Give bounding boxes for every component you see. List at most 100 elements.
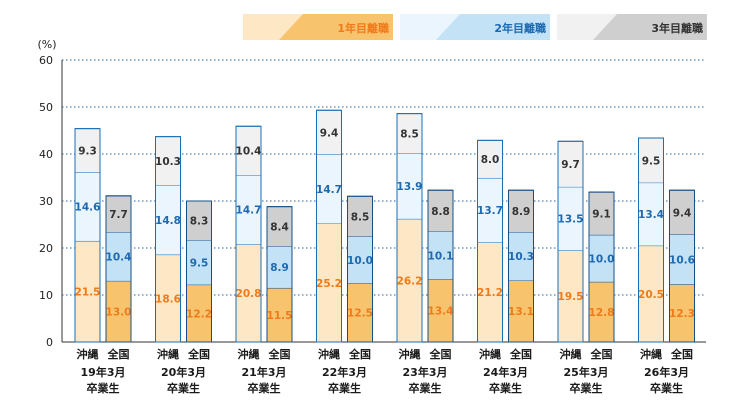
y-tick-label: 0 bbox=[46, 336, 53, 349]
group-label: 卒業生 bbox=[409, 381, 442, 395]
data-label: 8.8 bbox=[431, 206, 450, 218]
y-tick-label: 50 bbox=[39, 101, 53, 114]
bar-label: 全国 bbox=[670, 347, 693, 361]
data-label: 26.2 bbox=[397, 275, 423, 287]
data-label: 8.9 bbox=[270, 262, 289, 274]
data-label: 13.5 bbox=[558, 214, 584, 226]
legend-swatch-dark bbox=[593, 14, 707, 40]
data-label: 12.2 bbox=[186, 308, 212, 320]
group-label: 卒業生 bbox=[328, 381, 361, 395]
y-tick-label: 30 bbox=[39, 195, 53, 208]
bar-segment bbox=[669, 234, 695, 285]
bar-segment bbox=[316, 110, 342, 155]
data-label: 13.9 bbox=[397, 181, 423, 193]
data-label: 10.3 bbox=[155, 156, 181, 168]
bar-segment bbox=[397, 218, 422, 342]
data-label: 14.8 bbox=[155, 215, 181, 227]
legend-swatch-dark bbox=[436, 14, 550, 40]
bar-segment bbox=[186, 284, 212, 342]
legend-label: 2年目離職 bbox=[494, 21, 546, 35]
data-label: 14.7 bbox=[236, 205, 262, 217]
group-label: 卒業生 bbox=[248, 381, 281, 395]
bar-segment bbox=[75, 240, 100, 342]
data-label: 8.9 bbox=[512, 206, 531, 218]
bar-segment bbox=[638, 138, 664, 183]
data-label: 13.4 bbox=[428, 306, 454, 318]
bar-outline bbox=[508, 189, 534, 343]
group-label: 25年3月 bbox=[564, 365, 609, 379]
data-label: 9.3 bbox=[78, 145, 97, 157]
data-label: 12.5 bbox=[347, 308, 373, 320]
data-label: 10.6 bbox=[669, 254, 695, 266]
bar-outline bbox=[669, 189, 695, 343]
data-label: 8.0 bbox=[481, 154, 500, 166]
bar-label: 全国 bbox=[509, 347, 532, 361]
group-label: 21年3月 bbox=[242, 365, 287, 379]
data-label: 9.4 bbox=[673, 207, 692, 219]
group-label: 24年3月 bbox=[483, 365, 528, 379]
bar-label: 全国 bbox=[429, 347, 452, 361]
data-label: 10.0 bbox=[347, 255, 373, 267]
bar-outline bbox=[557, 140, 584, 343]
bar-outline bbox=[477, 139, 503, 343]
bar-segment bbox=[236, 244, 261, 342]
data-label: 21.5 bbox=[75, 286, 101, 298]
group-label: 20年3月 bbox=[161, 365, 206, 379]
bar-segment bbox=[558, 186, 583, 251]
data-label: 14.7 bbox=[316, 184, 342, 196]
data-label: 9.7 bbox=[561, 159, 580, 171]
data-label: 11.5 bbox=[267, 310, 293, 322]
data-label: 25.2 bbox=[316, 278, 342, 290]
bar-segment bbox=[236, 126, 261, 176]
y-tick-label: 10 bbox=[39, 289, 53, 302]
bar-outline bbox=[266, 206, 293, 343]
bar-segment bbox=[477, 177, 503, 243]
bar-segment bbox=[508, 190, 534, 233]
bar-segment bbox=[106, 195, 131, 233]
bar-outline bbox=[316, 109, 342, 343]
data-label: 12.3 bbox=[669, 308, 695, 320]
bar-segment bbox=[508, 280, 534, 342]
bar-label: 全国 bbox=[107, 347, 130, 361]
bar-label: 全国 bbox=[590, 347, 613, 361]
bar-segment bbox=[316, 223, 342, 342]
bar-segment bbox=[316, 154, 342, 224]
bar-segment bbox=[155, 136, 181, 186]
group-label: 23年3月 bbox=[403, 365, 448, 379]
y-tick-label: 60 bbox=[39, 54, 53, 67]
bar-segment bbox=[558, 141, 583, 187]
bar-segment bbox=[155, 185, 181, 255]
bar-label: 沖縄 bbox=[77, 347, 99, 361]
data-label: 8.4 bbox=[270, 221, 289, 233]
data-label: 10.0 bbox=[589, 253, 615, 265]
bar-segment bbox=[477, 140, 503, 178]
data-label: 21.2 bbox=[477, 287, 503, 299]
group-label: 26年3月 bbox=[644, 365, 689, 379]
legend-label: 3年目離職 bbox=[651, 21, 703, 35]
bar-segment bbox=[347, 196, 373, 237]
data-label: 18.6 bbox=[155, 293, 181, 305]
bar-label: 沖縄 bbox=[560, 347, 582, 361]
bar-segment bbox=[267, 206, 292, 247]
bar-segment bbox=[589, 281, 614, 342]
group-label: 19年3月 bbox=[81, 365, 126, 379]
bar-outline bbox=[396, 113, 423, 343]
bar-outline bbox=[155, 136, 181, 343]
bar-outline bbox=[588, 191, 615, 343]
bar-segment bbox=[155, 254, 181, 342]
bar-label: 沖縄 bbox=[399, 347, 421, 361]
bar-segment bbox=[508, 232, 534, 281]
group-label: 卒業生 bbox=[167, 381, 200, 395]
bar-outline bbox=[235, 125, 262, 343]
bar-segment bbox=[106, 280, 131, 342]
bar-segment bbox=[477, 242, 503, 342]
data-label: 13.4 bbox=[638, 209, 664, 221]
data-label: 8.5 bbox=[351, 211, 370, 223]
data-label: 20.5 bbox=[638, 289, 664, 301]
bar-segment bbox=[347, 236, 373, 284]
bar-segment bbox=[638, 182, 664, 246]
bar-segment bbox=[397, 113, 422, 154]
data-label: 13.0 bbox=[106, 306, 132, 318]
bar-segment bbox=[236, 175, 261, 245]
